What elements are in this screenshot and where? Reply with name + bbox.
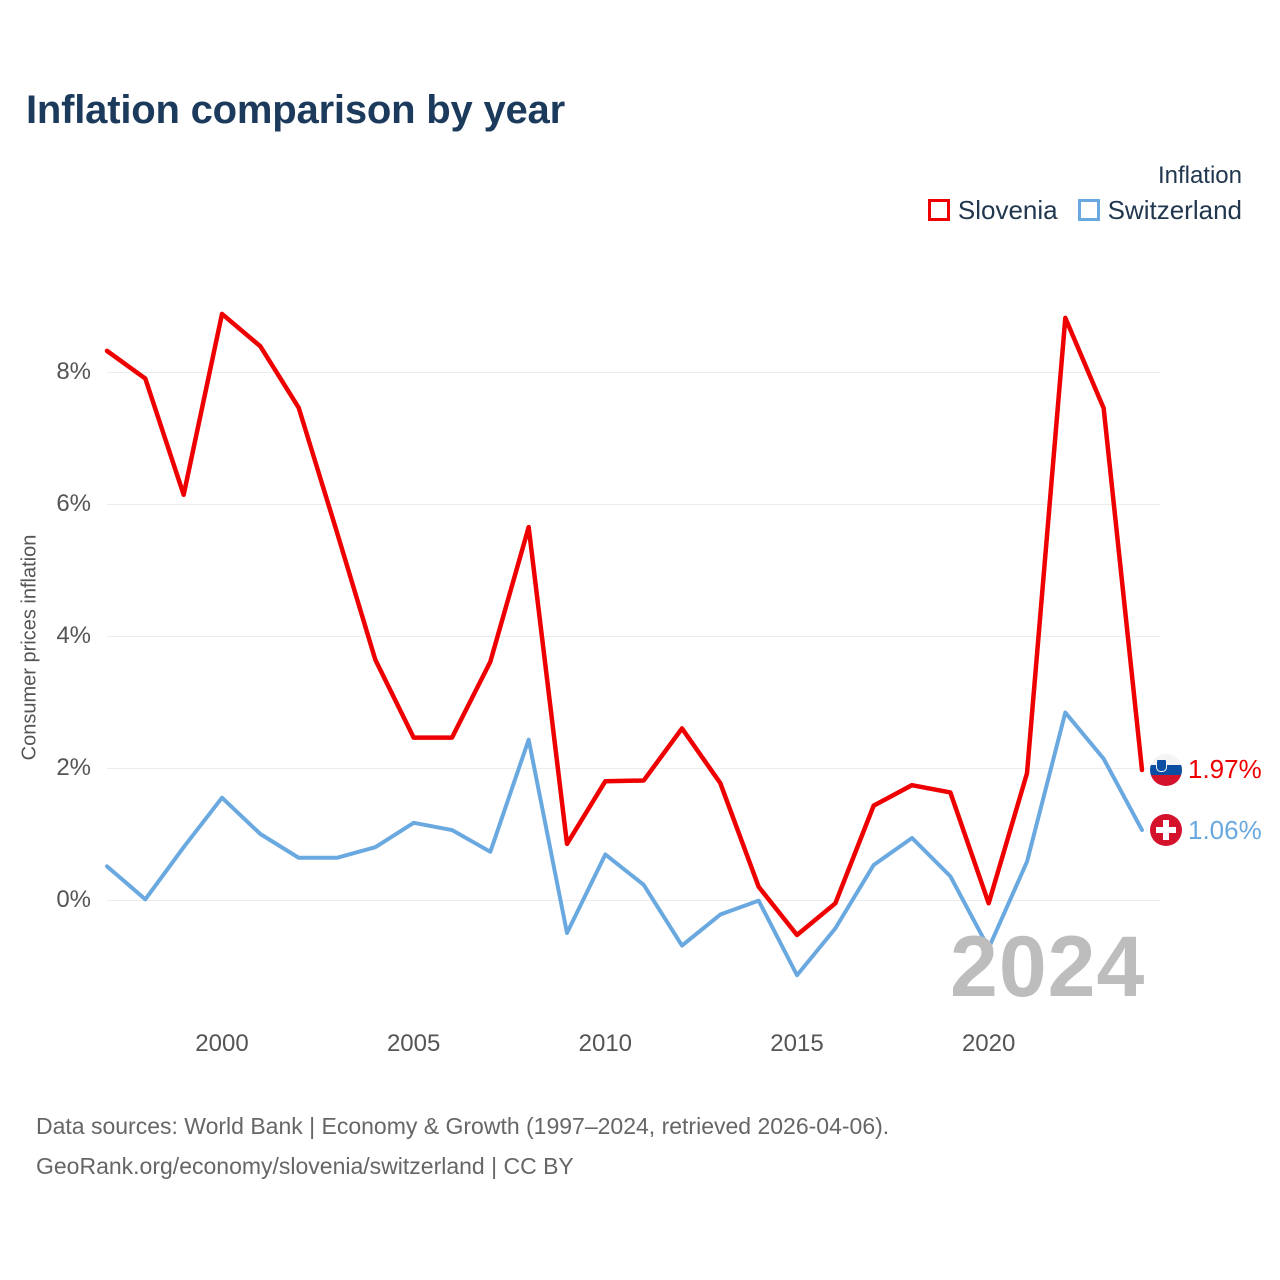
legend-swatch-icon-switzerland [1077, 199, 1100, 221]
line-switzerland [105, 710, 1144, 978]
y-axis-tick-label: 6% [56, 490, 91, 517]
y-axis-tick-label: 4% [56, 622, 91, 649]
legend-item-switzerland[interactable]: Switzerland [1077, 195, 1242, 225]
end-label-slovenia: 1.97% [1150, 753, 1262, 786]
gridline [107, 636, 1160, 637]
page-title: Inflation comparison by year [26, 88, 565, 132]
year-watermark: 2024 [950, 919, 1146, 1015]
legend-swatch-icon-slovenia [927, 199, 950, 221]
slovenia-flag-icon [1150, 753, 1182, 786]
gridline [107, 372, 1160, 373]
legend-label-switzerland: Switzerland [1107, 195, 1242, 225]
x-axis-tick-label: 2010 [578, 1030, 633, 1057]
y-axis-tick-label: 0% [56, 886, 91, 913]
gridline [107, 900, 1160, 901]
legend-items: Slovenia Switzerland [927, 195, 1242, 225]
legend-item-slovenia[interactable]: Slovenia [927, 195, 1058, 225]
gridline [107, 504, 1160, 505]
end-label-switzerland: 1.06% [1150, 814, 1262, 847]
footer-line-2: GeoRank.org/economy/slovenia/switzerland… [36, 1153, 574, 1179]
footer-line-1: Data sources: World Bank | Economy & Gro… [36, 1113, 890, 1139]
switzerland-flag-icon [1150, 814, 1182, 847]
line-slovenia [104, 311, 1145, 938]
footer: Data sources: World Bank | Economy & Gro… [36, 1106, 889, 1186]
end-value-slovenia: 1.97% [1188, 754, 1262, 785]
y-axis-tick-label: 8% [56, 358, 91, 385]
legend-label-slovenia: Slovenia [957, 195, 1058, 225]
y-axis-tick-label: 2% [56, 754, 91, 781]
x-axis-tick-label: 2015 [770, 1030, 824, 1057]
x-axis-tick-label: 2005 [386, 1030, 441, 1057]
x-axis-tick-label: 2020 [961, 1030, 1016, 1057]
x-axis-tick-label: 2000 [195, 1030, 249, 1057]
legend-title: Inflation [1157, 162, 1242, 189]
end-value-switzerland: 1.06% [1188, 814, 1262, 845]
gridline [107, 768, 1160, 769]
legend: Inflation Slovenia Switzerland [927, 162, 1242, 225]
